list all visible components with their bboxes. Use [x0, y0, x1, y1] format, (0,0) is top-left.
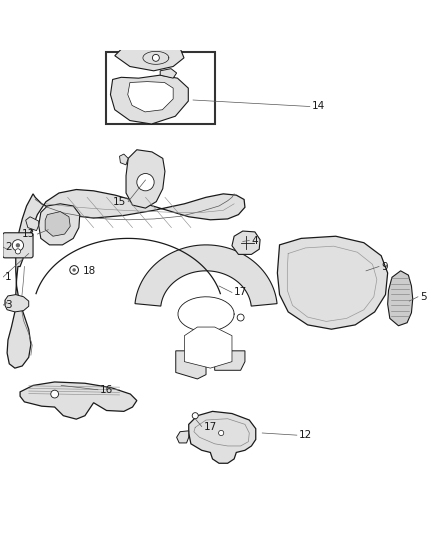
- Polygon shape: [135, 245, 277, 306]
- Polygon shape: [7, 190, 245, 368]
- Text: 9: 9: [381, 262, 388, 271]
- FancyBboxPatch shape: [3, 233, 33, 258]
- Text: 3: 3: [5, 301, 11, 310]
- Polygon shape: [126, 150, 165, 208]
- Polygon shape: [184, 327, 232, 368]
- Polygon shape: [26, 217, 39, 231]
- Polygon shape: [388, 271, 413, 326]
- Circle shape: [237, 314, 244, 321]
- Polygon shape: [215, 351, 245, 370]
- Polygon shape: [20, 382, 137, 419]
- Text: 2: 2: [5, 242, 11, 252]
- Polygon shape: [39, 204, 80, 245]
- Polygon shape: [176, 351, 206, 379]
- Polygon shape: [5, 295, 29, 312]
- Circle shape: [219, 430, 224, 435]
- Circle shape: [15, 249, 21, 254]
- Circle shape: [70, 265, 78, 274]
- Polygon shape: [45, 212, 70, 236]
- Polygon shape: [160, 69, 177, 78]
- Text: 14: 14: [312, 101, 325, 111]
- Text: 15: 15: [113, 197, 126, 207]
- Circle shape: [192, 413, 198, 419]
- Circle shape: [72, 268, 76, 272]
- Text: 16: 16: [100, 385, 113, 395]
- Text: 4: 4: [251, 236, 258, 246]
- Text: 17: 17: [234, 287, 247, 297]
- Polygon shape: [128, 82, 173, 112]
- Text: 5: 5: [420, 292, 427, 302]
- Polygon shape: [277, 236, 388, 329]
- Text: 13: 13: [22, 229, 35, 239]
- Polygon shape: [110, 75, 188, 124]
- Polygon shape: [189, 411, 256, 463]
- Circle shape: [16, 243, 20, 247]
- Bar: [106, 52, 215, 124]
- Text: 1: 1: [5, 272, 11, 282]
- Polygon shape: [115, 39, 184, 71]
- Polygon shape: [232, 231, 260, 254]
- Text: 18: 18: [83, 266, 96, 276]
- Circle shape: [12, 240, 24, 251]
- Polygon shape: [177, 431, 189, 443]
- Polygon shape: [120, 154, 128, 165]
- Circle shape: [51, 390, 59, 398]
- Circle shape: [137, 174, 154, 191]
- Text: 12: 12: [299, 430, 312, 440]
- Circle shape: [152, 54, 159, 61]
- Text: 17: 17: [204, 422, 217, 432]
